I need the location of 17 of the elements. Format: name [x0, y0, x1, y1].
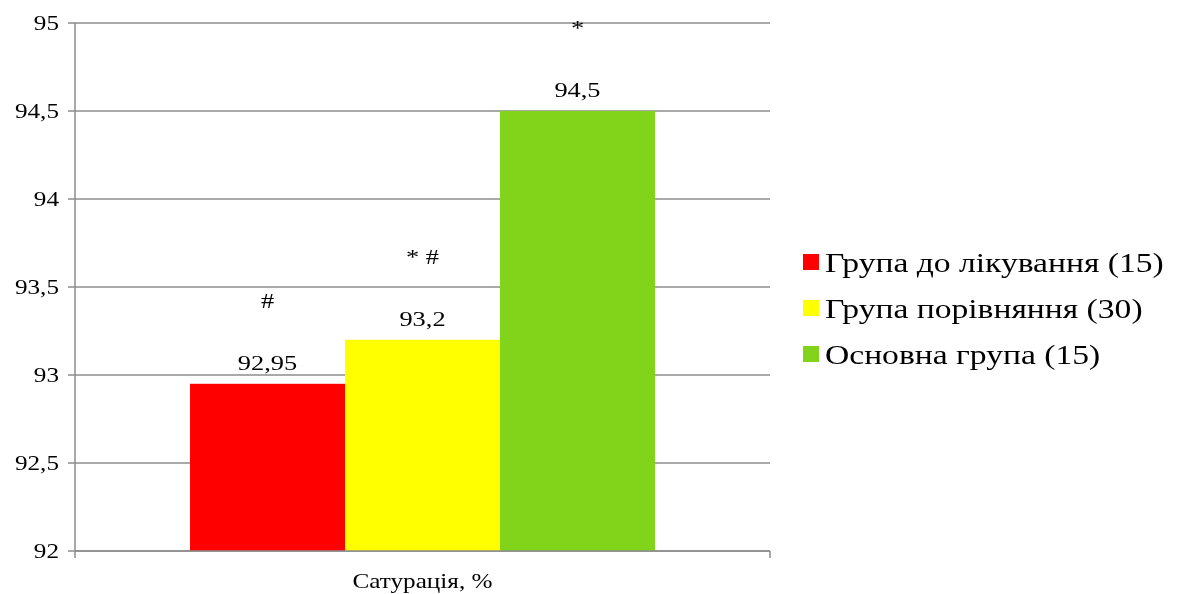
- annotation: * #: [406, 243, 439, 269]
- legend-label: Група порівняння (30): [825, 292, 1143, 325]
- data-label: 93,2: [399, 305, 446, 331]
- y-tick-label: 92: [33, 539, 59, 563]
- y-tick-label: 92,5: [14, 451, 59, 475]
- y-tick-label: 93: [33, 363, 59, 387]
- x-tick-label: Сатурація, %: [352, 568, 493, 593]
- data-label: 92,95: [237, 349, 298, 375]
- y-tick-label: 93,5: [14, 275, 59, 299]
- y-tick-label: 94: [33, 187, 60, 211]
- legend-label: Група до лікування (15): [825, 246, 1164, 279]
- legend-label: Основна група (15): [825, 338, 1101, 371]
- y-tick-label: 94,5: [14, 99, 59, 123]
- annotation: #: [260, 287, 275, 313]
- data-label: 94,5: [554, 77, 601, 102]
- annotation: *: [570, 15, 585, 40]
- y-tick-label: 95: [33, 11, 59, 35]
